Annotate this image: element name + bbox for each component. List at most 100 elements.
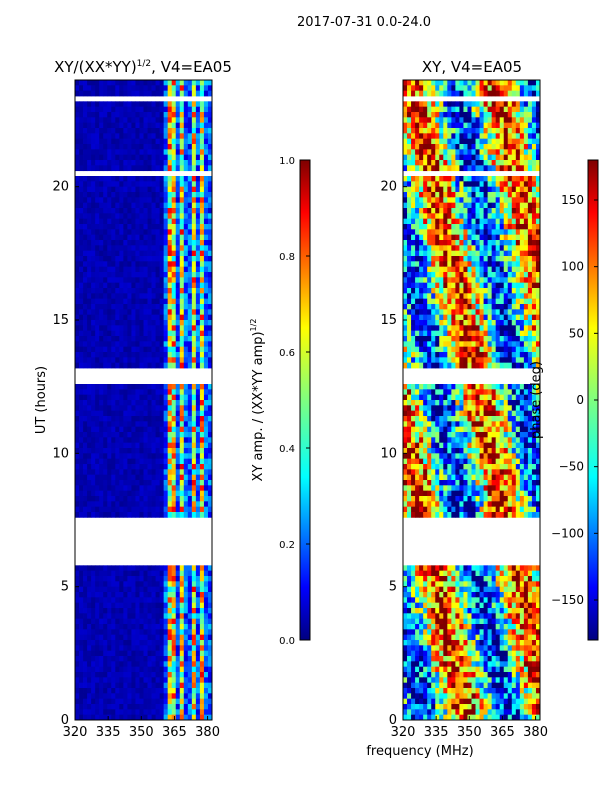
heatmap-cell xyxy=(131,442,136,449)
heatmap-cell xyxy=(95,714,100,721)
heatmap-cell xyxy=(511,282,517,289)
heatmap-cell xyxy=(523,117,529,124)
heatmap-cell xyxy=(83,613,88,620)
heatmap-cell xyxy=(535,160,541,166)
heatmap-cell xyxy=(467,245,472,252)
heatmap-cell xyxy=(435,277,440,284)
heatmap-cell xyxy=(107,144,112,150)
heatmap-cell xyxy=(175,666,181,673)
heatmap-cell xyxy=(99,570,104,577)
heatmap-cell xyxy=(179,117,185,124)
heatmap-cell xyxy=(79,234,84,241)
heatmap-cell xyxy=(495,202,501,209)
heatmap-cell xyxy=(159,464,165,470)
heatmap-cell xyxy=(503,133,509,140)
heatmap-cell xyxy=(447,261,452,268)
heatmap-cell xyxy=(159,133,165,140)
heatmap-cell xyxy=(119,117,124,124)
heatmap-cell xyxy=(99,469,104,476)
heatmap-cell xyxy=(87,229,92,236)
heatmap-cell xyxy=(159,485,165,492)
heatmap-cell xyxy=(419,213,424,220)
heatmap-cell xyxy=(167,693,173,700)
heatmap-cell xyxy=(135,650,140,657)
heatmap-cell xyxy=(99,389,104,396)
heatmap-cell xyxy=(199,565,205,572)
heatmap-cell xyxy=(103,400,108,406)
heatmap-cell xyxy=(147,586,152,593)
heatmap-cell xyxy=(83,85,88,92)
heatmap-cell xyxy=(155,640,161,646)
heatmap-cell xyxy=(163,144,169,150)
heatmap-cell xyxy=(431,208,436,214)
heatmap-cell xyxy=(87,400,92,406)
heatmap-cell xyxy=(187,346,193,353)
heatmap-cell xyxy=(95,309,100,316)
heatmap-cell xyxy=(459,85,464,92)
heatmap-cell xyxy=(127,176,132,182)
heatmap-cell xyxy=(107,597,112,604)
heatmap-cell xyxy=(87,698,92,705)
heatmap-cell xyxy=(95,90,100,97)
heatmap-cell xyxy=(167,624,173,630)
heatmap-cell xyxy=(455,138,460,145)
heatmap-cell xyxy=(151,464,156,470)
heatmap-cell xyxy=(127,298,132,305)
heatmap-cell xyxy=(403,90,408,97)
heatmap-cell xyxy=(483,282,489,289)
heatmap-cell xyxy=(535,266,541,273)
heatmap-cell xyxy=(99,309,104,316)
heatmap-cell xyxy=(159,581,165,588)
heatmap-cell xyxy=(499,165,505,172)
heatmap-cell xyxy=(91,234,96,241)
heatmap-cell xyxy=(459,128,464,134)
heatmap-cell xyxy=(175,266,181,273)
heatmap-cell xyxy=(475,165,480,172)
heatmap-cell xyxy=(463,112,468,118)
heatmap-cell xyxy=(507,256,513,262)
heatmap-cell xyxy=(127,410,132,417)
heatmap-cell xyxy=(415,128,420,134)
heatmap-cell xyxy=(531,256,537,262)
heatmap-cell xyxy=(183,181,189,188)
heatmap-cell xyxy=(183,314,189,321)
heatmap-cell xyxy=(83,581,88,588)
heatmap-cell xyxy=(179,661,185,668)
heatmap-cell xyxy=(183,490,189,497)
heatmap-cell xyxy=(171,384,177,390)
heatmap-cell xyxy=(91,357,96,364)
heatmap-cell xyxy=(531,234,537,241)
heatmap-cell xyxy=(195,160,201,166)
heatmap-cell xyxy=(519,186,525,193)
heatmap-cell xyxy=(207,640,213,646)
heatmap-cell xyxy=(175,357,181,364)
heatmap-cell xyxy=(147,394,152,401)
heatmap-cell xyxy=(475,176,480,182)
heatmap-cell xyxy=(99,133,104,140)
heatmap-cell xyxy=(435,181,440,188)
heatmap-cell xyxy=(407,128,412,134)
heatmap-cell xyxy=(531,80,537,86)
heatmap-cell xyxy=(147,645,152,652)
heatmap-cell xyxy=(403,256,408,262)
heatmap-cell xyxy=(515,240,521,246)
heatmap-cell xyxy=(207,714,213,721)
heatmap-cell xyxy=(139,437,144,444)
heatmap-cell xyxy=(135,592,140,598)
heatmap-cell xyxy=(411,298,416,305)
heatmap-cell xyxy=(519,224,525,230)
heatmap-cell xyxy=(91,293,96,300)
heatmap-cell xyxy=(167,181,173,188)
heatmap-cell xyxy=(163,325,169,332)
heatmap-cell xyxy=(147,234,152,241)
heatmap-cell xyxy=(79,634,84,641)
heatmap-cell xyxy=(75,448,80,454)
heatmap-cell xyxy=(207,501,213,508)
heatmap-cell xyxy=(187,197,193,204)
heatmap-cell xyxy=(111,405,116,412)
heatmap-cell xyxy=(99,224,104,230)
heatmap-cell xyxy=(131,282,136,289)
heatmap-cell xyxy=(155,586,161,593)
heatmap-cell xyxy=(199,666,205,673)
